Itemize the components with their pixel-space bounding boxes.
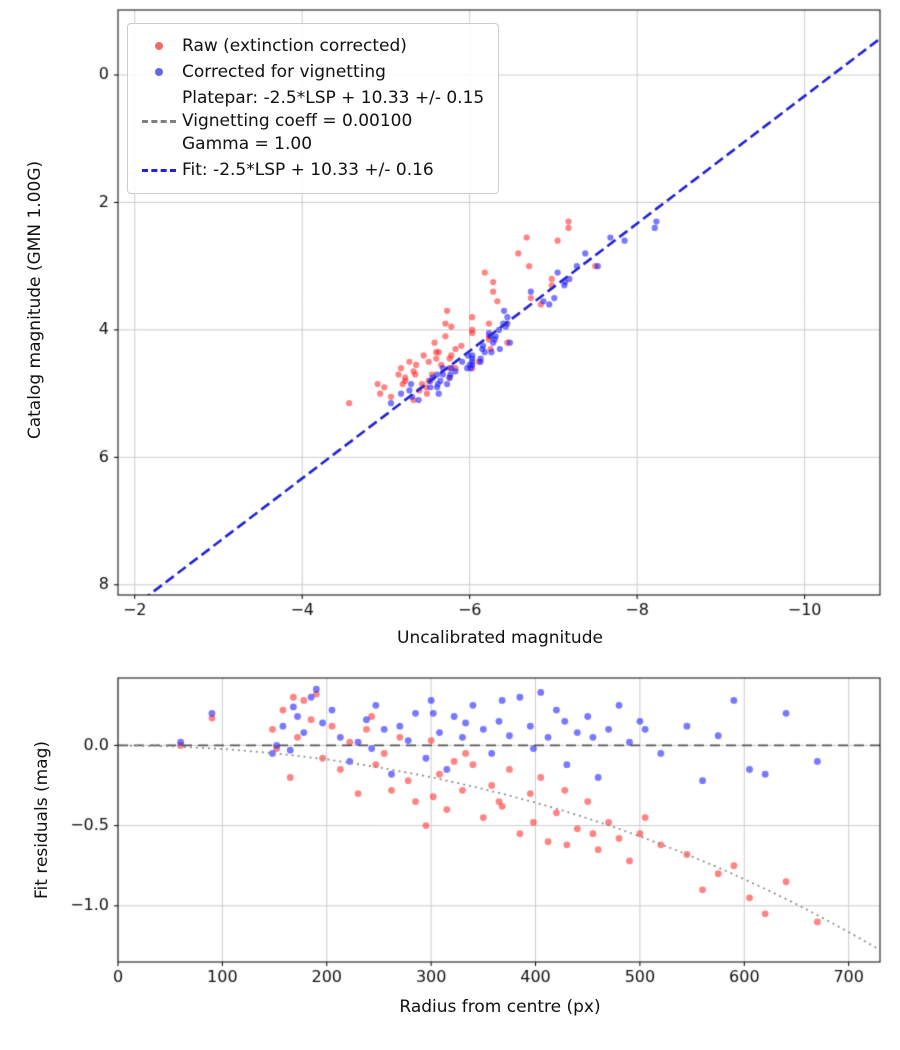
legend-label-corrected: Corrected for vignetting	[182, 61, 386, 82]
blue-dot-marker	[155, 68, 163, 77]
legend-marker-raw	[136, 42, 182, 51]
top-x-axis-label: Uncalibrated magnitude	[397, 628, 603, 648]
legend-marker-fit	[136, 168, 182, 172]
blue-dashed-line-marker	[142, 168, 176, 172]
red-dot-marker	[155, 42, 163, 51]
legend-marker-platepar	[136, 119, 182, 123]
gamma-value: Gamma = 1.00	[182, 133, 313, 154]
platepar-equation: Platepar: -2.5*LSP + 10.33 +/- 0.15	[182, 87, 485, 108]
legend-label-fit: Fit: -2.5*LSP + 10.33 +/- 0.16	[182, 159, 434, 180]
top-y-axis-label: Catalog magnitude (GMN 1.00G)	[25, 160, 45, 440]
vignetting-coeff: Vignetting coeff = 0.00100	[182, 110, 413, 131]
gray-dashed-line-marker	[142, 119, 176, 123]
legend-marker-corrected	[136, 68, 182, 77]
legend: Raw (extinction corrected) Corrected for…	[127, 23, 500, 194]
legend-label-platepar: Platepar: -2.5*LSP + 10.33 +/- 0.15 Vign…	[182, 87, 484, 156]
legend-item-corrected: Corrected for vignetting	[136, 61, 484, 84]
legend-item-platepar: Platepar: -2.5*LSP + 10.33 +/- 0.15 Vign…	[136, 87, 484, 156]
bottom-y-axis-label: Fit residuals (mag)	[32, 741, 52, 899]
legend-label-raw: Raw (extinction corrected)	[182, 36, 407, 56]
legend-item-fit: Fit: -2.5*LSP + 10.33 +/- 0.16	[136, 159, 484, 182]
bottom-x-axis-label: Radius from centre (px)	[399, 997, 601, 1017]
legend-item-raw: Raw (extinction corrected)	[136, 35, 484, 58]
